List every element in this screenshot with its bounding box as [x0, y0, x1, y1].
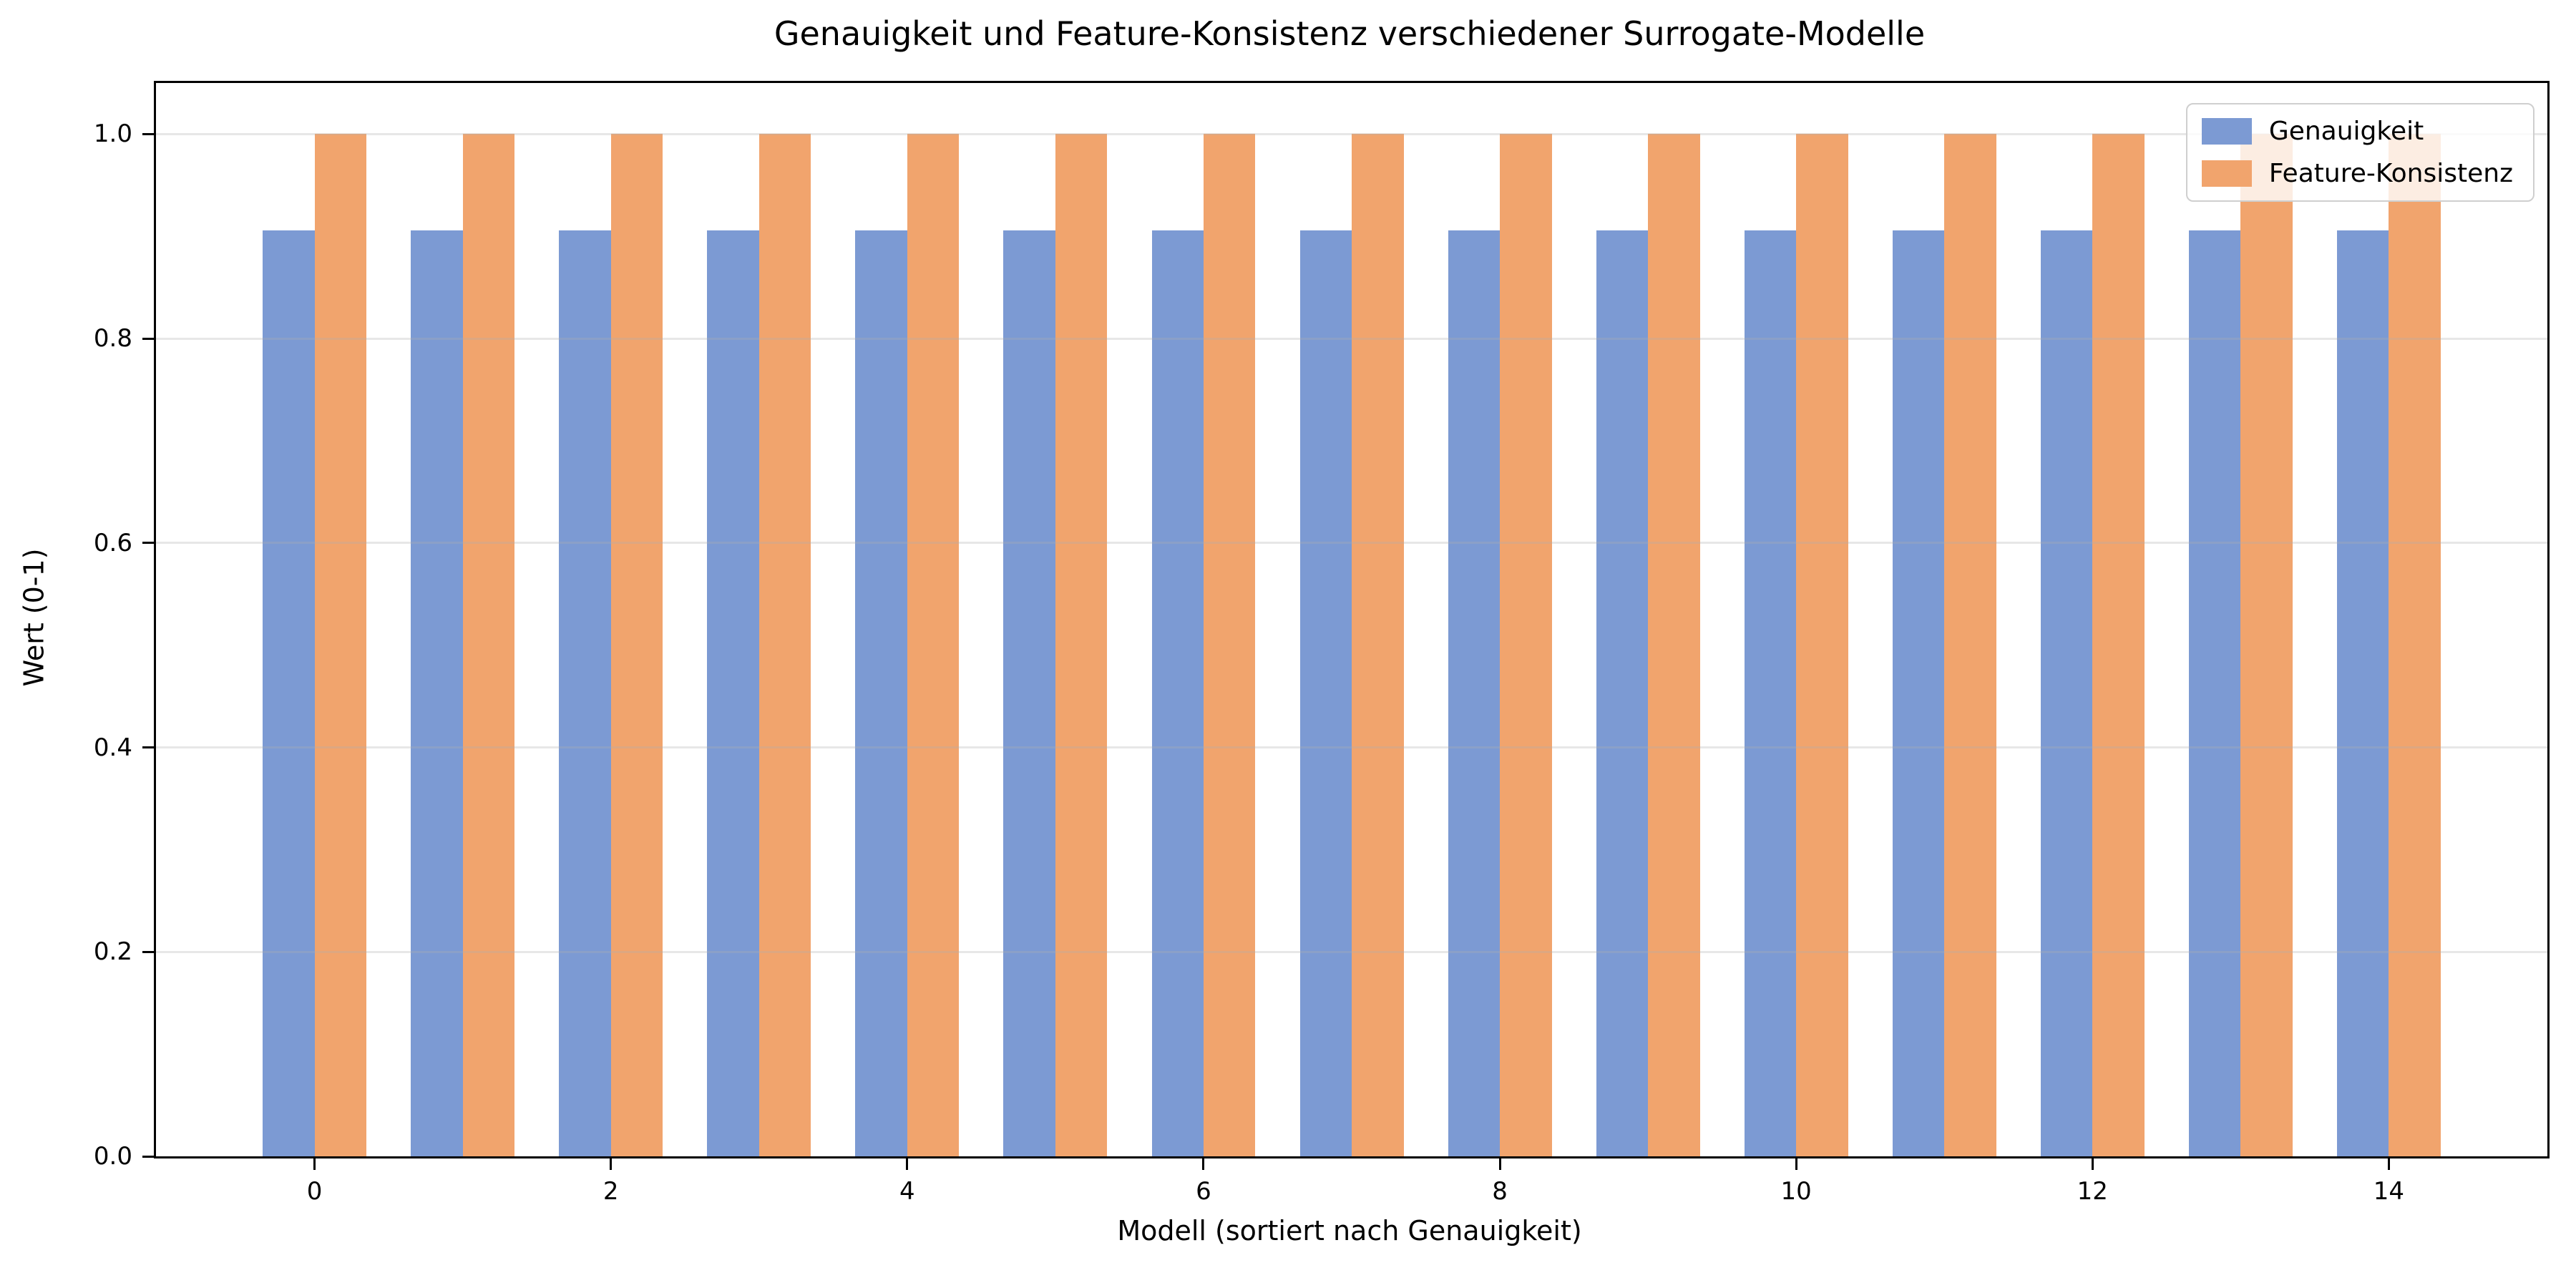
x-tick-label: 8 [1492, 1177, 1508, 1206]
y-tick-mark [142, 950, 154, 953]
bar-genauigkeit-12 [2040, 230, 2093, 1156]
x-tick-label: 12 [2077, 1177, 2108, 1206]
x-tick-label: 6 [1196, 1177, 1211, 1206]
bar-feature-konsistenz-11 [1944, 134, 1996, 1156]
y-tick-mark [142, 746, 154, 749]
legend-row: Genauigkeit [2201, 116, 2513, 147]
bar-genauigkeit-8 [1448, 230, 1501, 1156]
bar-genauigkeit-14 [2337, 230, 2389, 1156]
y-tick-mark [142, 542, 154, 545]
bar-feature-konsistenz-7 [1352, 134, 1404, 1156]
bar-feature-konsistenz-10 [1796, 134, 1848, 1156]
bar-genauigkeit-1 [411, 230, 463, 1156]
x-tick-label: 14 [2373, 1177, 2405, 1206]
y-tick-label: 0.2 [93, 937, 132, 967]
bar-feature-konsistenz-2 [610, 134, 663, 1156]
bar-genauigkeit-5 [1003, 230, 1055, 1156]
bar-feature-konsistenz-14 [2389, 134, 2441, 1156]
bar-genauigkeit-4 [855, 230, 907, 1156]
chart-title: Genauigkeit und Feature-Konsistenz versc… [774, 14, 1926, 53]
legend: Genauigkeit Feature-Konsistenz [2185, 103, 2534, 203]
bar-genauigkeit-0 [263, 230, 315, 1156]
x-tick-label: 2 [602, 1177, 619, 1206]
y-tick-label: 0.8 [93, 324, 132, 353]
x-tick-label: 10 [1780, 1177, 1812, 1206]
x-tick-mark [1498, 1158, 1501, 1170]
x-tick-mark [313, 1158, 316, 1170]
bar-genauigkeit-13 [2188, 230, 2241, 1156]
y-tick-mark [142, 337, 154, 340]
legend-swatch-feature-konsistenz [2201, 160, 2252, 187]
bar-genauigkeit-9 [1596, 230, 1649, 1156]
legend-label: Genauigkeit [2268, 117, 2424, 146]
bar-feature-konsistenz-13 [2240, 134, 2293, 1156]
bar-feature-konsistenz-6 [1203, 134, 1256, 1156]
bar-genauigkeit-11 [1892, 230, 1945, 1156]
bar-feature-konsistenz-3 [758, 134, 811, 1156]
bar-genauigkeit-7 [1299, 230, 1352, 1156]
bar-feature-konsistenz-8 [1500, 134, 1552, 1156]
bar-feature-konsistenz-1 [462, 134, 515, 1156]
y-tick-label: 0.0 [93, 1142, 132, 1171]
y-tick-mark [142, 132, 154, 135]
y-tick-label: 0.4 [93, 733, 132, 762]
bar-genauigkeit-6 [1151, 230, 1204, 1156]
x-tick-mark [2387, 1158, 2390, 1170]
x-tick-label: 4 [899, 1177, 915, 1206]
bar-genauigkeit-2 [559, 230, 611, 1156]
legend-row: Feature-Konsistenz [2201, 158, 2513, 189]
bar-feature-konsistenz-12 [2092, 134, 2145, 1156]
x-tick-mark [2091, 1158, 2094, 1170]
y-axis-label: Wert (0-1) [19, 548, 51, 687]
bar-genauigkeit-10 [1744, 230, 1797, 1156]
y-tick-label: 1.0 [93, 119, 132, 149]
plot-area: 0.0 0.2 0.4 0.6 0.8 1.0 0 2 4 6 8 10 12 14 Genauigke… [94, 81, 2550, 1206]
y-tick-label: 0.6 [93, 528, 132, 557]
bar-feature-konsistenz-9 [1648, 134, 1700, 1156]
bar-genauigkeit-3 [707, 230, 759, 1156]
x-tick-mark [906, 1158, 909, 1170]
bar-feature-konsistenz-0 [314, 134, 367, 1156]
y-tick-mark [142, 1155, 154, 1158]
legend-label: Feature-Konsistenz [2268, 159, 2513, 189]
x-tick-mark [610, 1158, 613, 1170]
bar-feature-konsistenz-4 [907, 134, 960, 1156]
x-tick-mark [1795, 1158, 1797, 1170]
legend-swatch-genauigkeit [2201, 118, 2252, 145]
x-tick-label: 0 [306, 1177, 323, 1206]
bar-feature-konsistenz-5 [1055, 134, 1108, 1156]
y-axis-label-wrap: Wert (0-1) [6, 81, 63, 1154]
x-axis-label: Modell (sortiert nach Genauigkeit) [1117, 1215, 1582, 1246]
x-tick-mark [1202, 1158, 1205, 1170]
